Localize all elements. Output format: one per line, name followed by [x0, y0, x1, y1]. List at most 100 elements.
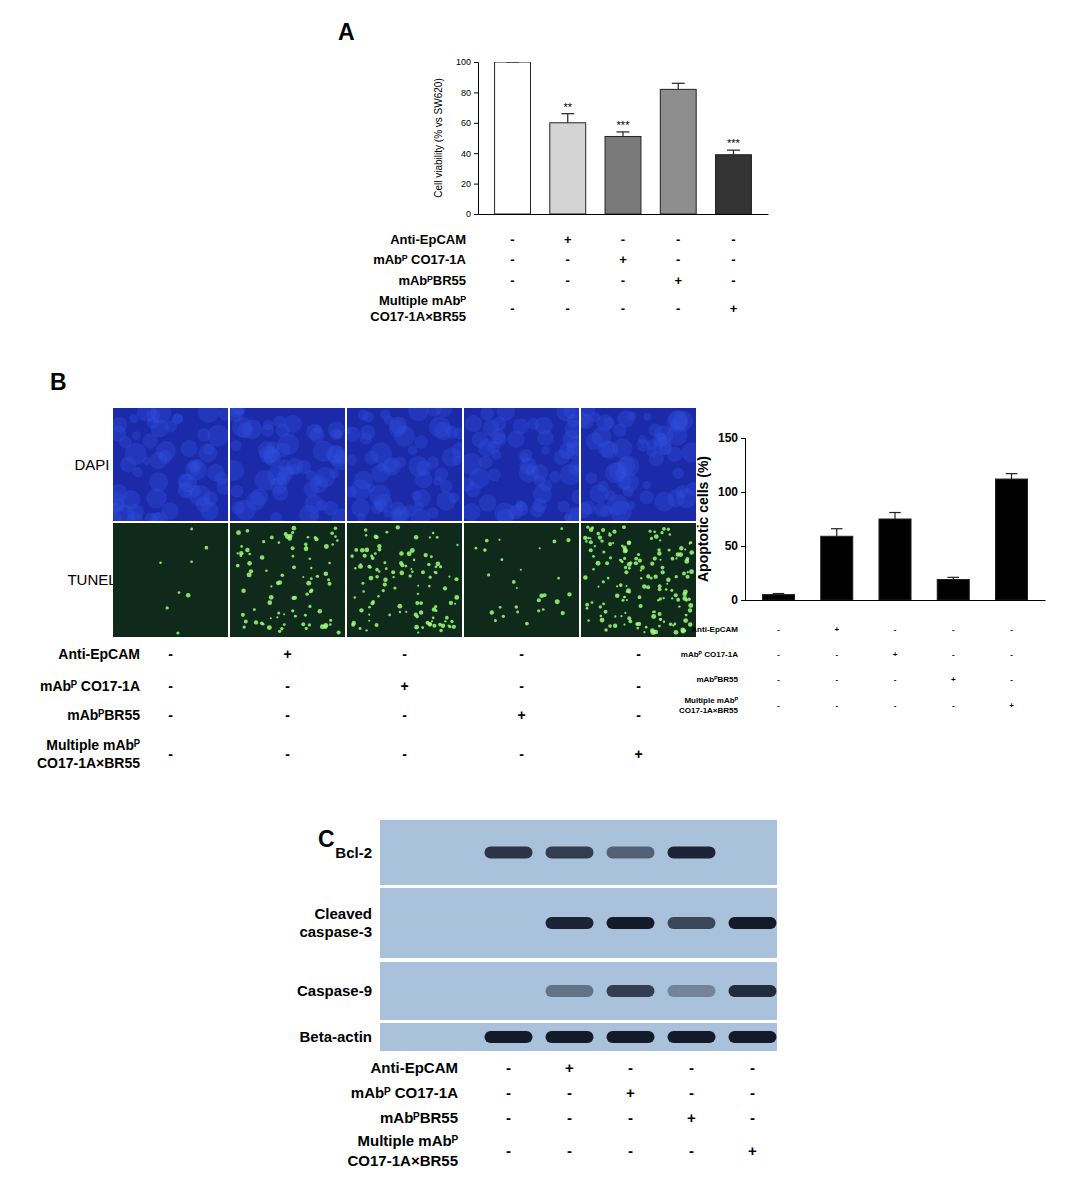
nucleus [156, 441, 176, 461]
nucleus [433, 477, 442, 486]
tunel-spot [267, 600, 272, 605]
tunel-spot [414, 535, 419, 540]
tunel-spot [602, 580, 605, 583]
tunel-spot [687, 571, 689, 573]
tunel-spot [421, 626, 424, 629]
tunel-spot [500, 558, 503, 561]
tunel-spot [452, 625, 456, 629]
tunel-spot [408, 574, 411, 577]
treatment-sign: - [567, 1084, 572, 1101]
plot-area [762, 474, 1027, 600]
tunel-spot [328, 582, 332, 586]
tunel-spot [277, 611, 280, 614]
tunel-spot [589, 527, 594, 532]
blot-band [668, 847, 716, 859]
tunel-spot [294, 615, 297, 618]
error-bar [617, 132, 630, 137]
bar [716, 155, 752, 214]
tunel-spot [404, 565, 407, 568]
tunel-spot [399, 561, 403, 565]
treatment-sign: - [750, 1084, 755, 1101]
tunel-spot [512, 580, 516, 584]
nucleus [254, 470, 275, 491]
blot-label: Cleaved [314, 905, 372, 922]
nucleus [358, 409, 369, 420]
nucleus [558, 501, 570, 513]
nucleus [672, 468, 684, 480]
nucleus [129, 414, 138, 423]
nucleus [478, 439, 496, 457]
tunel-spot [624, 566, 627, 569]
tunel-spot [351, 623, 355, 627]
tunel-spot [625, 585, 627, 587]
nucleus [310, 512, 318, 520]
tunel-spot [676, 598, 680, 602]
tunel-spot [444, 620, 446, 622]
tunel-spot [415, 601, 419, 605]
tunel-spot [190, 528, 193, 531]
treatment-sign: - [731, 273, 735, 288]
tunel-spot [292, 565, 296, 569]
nucleus [152, 512, 169, 521]
bar [937, 579, 969, 600]
treatment-label: mAbᴾBR55 [398, 273, 466, 288]
tunel-spot [432, 532, 435, 535]
tunel-spot [621, 599, 624, 602]
x-axis [479, 214, 769, 216]
nucleus [261, 424, 274, 437]
tunel-spot [334, 535, 337, 538]
tunel-spot [651, 630, 656, 635]
tunel-spot [660, 531, 663, 534]
tunel-spot [602, 550, 605, 553]
nucleus [533, 485, 552, 504]
y-tick-label: 60 [461, 118, 471, 128]
nucleus [497, 408, 515, 421]
tunel-spot [499, 606, 502, 609]
nucleus [436, 491, 456, 511]
tunel-spot [388, 614, 391, 617]
nucleus [564, 420, 579, 439]
nucleus [464, 477, 474, 491]
error-bar [831, 529, 843, 537]
treatment-sign: + [893, 650, 898, 659]
tunel-spot [659, 559, 661, 561]
nucleus [537, 430, 553, 446]
nucleus [445, 425, 459, 439]
blot-band [729, 917, 777, 929]
image-background [464, 523, 579, 637]
treatment-label: Anti-EpCAM [58, 646, 140, 662]
tunel-spot [636, 627, 639, 630]
tunel-spot [658, 584, 662, 588]
tunel-spot [657, 551, 661, 555]
treatment-sign: + [748, 1142, 757, 1159]
treatment-sign: + [619, 252, 627, 267]
treatment-sign: - [519, 678, 524, 694]
tunel-spot [364, 528, 367, 531]
tunel-spot [487, 573, 490, 576]
nucleus [497, 508, 514, 521]
tunel-spot [377, 544, 381, 548]
treatment-sign: - [506, 1059, 511, 1076]
treatment-label: CO17-1A×BR55 [37, 755, 140, 771]
tunel-spot [475, 547, 478, 550]
treatment-sign: - [636, 707, 641, 723]
error-cap [831, 528, 843, 529]
tunel-spot [624, 612, 626, 614]
micrograph [581, 408, 696, 521]
tunel-spot [658, 625, 661, 628]
tunel-spot [686, 575, 690, 579]
tunel-spot [674, 593, 678, 597]
nucleus [313, 477, 322, 486]
treatment-sign: - [689, 1059, 694, 1076]
nucleus [203, 444, 215, 456]
treatment-sign: - [621, 273, 625, 288]
y-tick: 100 [456, 57, 478, 67]
nucleus [643, 413, 651, 421]
nucleus [370, 442, 392, 464]
tunel-spot [283, 623, 286, 626]
y-tick: 60 [461, 118, 478, 128]
tunel-spot [310, 577, 313, 580]
tunel-spot [186, 593, 191, 598]
tunel-spot [609, 556, 612, 559]
tunel-spot [689, 550, 694, 555]
